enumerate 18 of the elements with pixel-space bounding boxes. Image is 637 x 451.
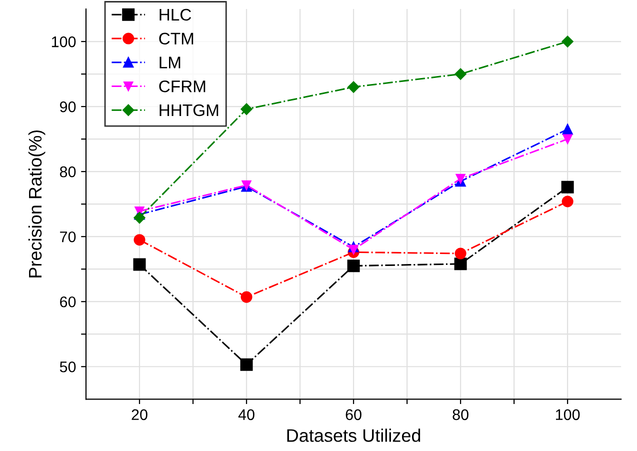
- x-tick-label: 40: [238, 409, 254, 420]
- legend-label: CFRM: [159, 80, 206, 92]
- legend-label: LM: [160, 56, 180, 68]
- x-tick-label: 60: [346, 409, 362, 420]
- x-axis-title: Datasets Utilized: [287, 428, 420, 442]
- legend-label: HHTGM: [160, 104, 218, 116]
- y-tick-label: 100: [52, 36, 76, 48]
- x-tick-label: 20: [132, 409, 148, 420]
- y-tick-label: 80: [60, 166, 76, 178]
- legend-label: HLC: [160, 8, 192, 21]
- y-tick-label: 90: [60, 101, 76, 112]
- y-tick-label: 60: [60, 296, 76, 308]
- y-tick-label: 70: [60, 231, 76, 242]
- x-tick-label: 80: [452, 409, 468, 420]
- x-tick-label: 100: [556, 409, 580, 420]
- y-tick-label: 50: [60, 361, 76, 372]
- legend-label: CTM: [159, 32, 194, 45]
- y-axis-title: Precision Ratio(%): [28, 130, 46, 278]
